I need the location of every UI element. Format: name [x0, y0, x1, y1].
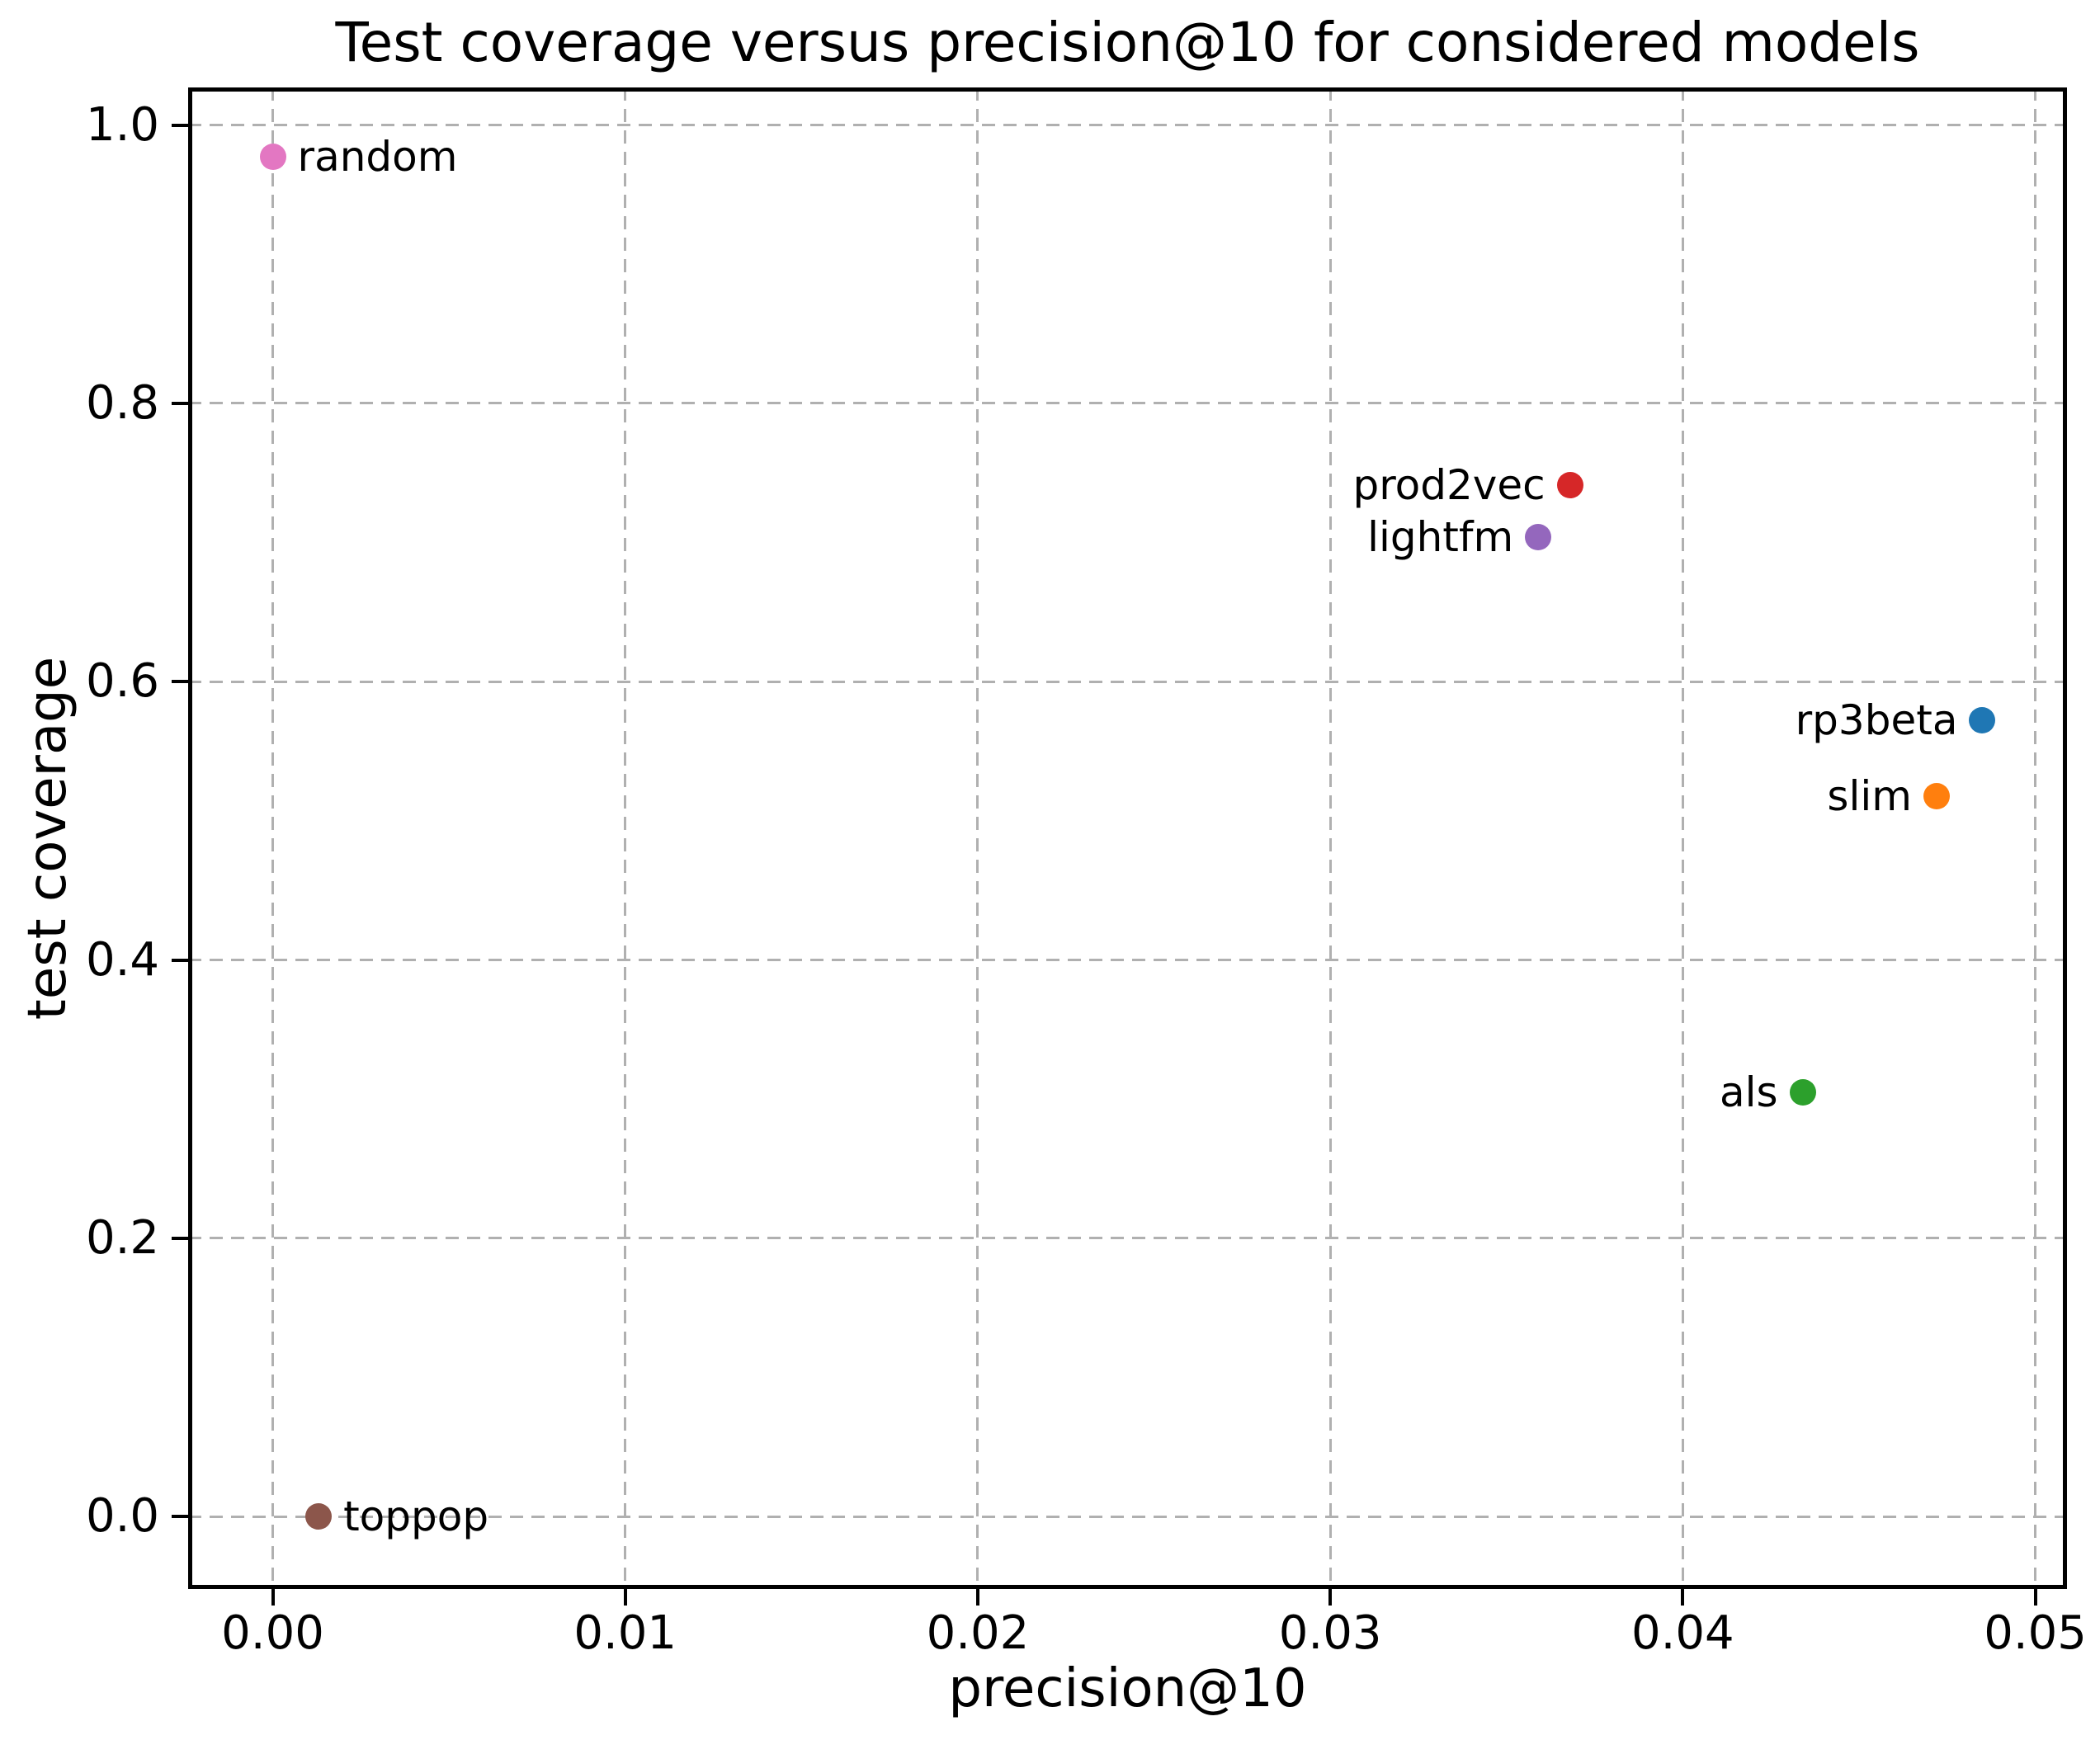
- x-gridline: [976, 87, 979, 1589]
- x-tick-mark: [623, 1589, 627, 1606]
- y-gridline: [188, 1237, 2067, 1240]
- point-label-als: als: [1720, 1068, 1778, 1116]
- x-tick-label: 0.04: [1631, 1606, 1734, 1660]
- x-gridline: [271, 87, 275, 1589]
- x-axis-label: precision@10: [948, 1658, 1307, 1719]
- y-gridline: [188, 402, 2067, 405]
- data-point-slim: [1923, 782, 1950, 809]
- data-point-prod2vec: [1556, 472, 1583, 499]
- plot-spines: [188, 87, 2067, 1589]
- y-tick-label: 1.0: [85, 97, 159, 152]
- x-tick-mark: [975, 1589, 979, 1606]
- y-tick-label: 0.2: [85, 1210, 159, 1265]
- y-tick-label: 0.6: [85, 654, 159, 709]
- x-tick-label: 0.00: [221, 1606, 324, 1660]
- y-tick-label: 0.4: [85, 932, 159, 987]
- x-gridline: [1328, 87, 1332, 1589]
- data-point-lightfm: [1525, 523, 1552, 550]
- y-gridline: [188, 680, 2067, 683]
- x-gridline: [2034, 87, 2037, 1589]
- x-tick-label: 0.05: [1984, 1606, 2087, 1660]
- point-label-prod2vec: prod2vec: [1352, 461, 1546, 510]
- data-point-als: [1789, 1078, 1816, 1106]
- data-point-random: [259, 144, 286, 171]
- y-gridline: [188, 959, 2067, 962]
- point-label-slim: slim: [1827, 771, 1912, 820]
- data-point-toppop: [305, 1503, 333, 1530]
- x-gridline: [624, 87, 627, 1589]
- y-tick-label: 0.0: [85, 1489, 159, 1544]
- y-tick-label: 0.8: [85, 375, 159, 430]
- y-tick-mark: [172, 958, 188, 962]
- point-label-rp3beta: rp3beta: [1795, 696, 1958, 745]
- y-tick-mark: [172, 401, 188, 405]
- y-gridline: [188, 1515, 2067, 1518]
- y-tick-mark: [172, 123, 188, 127]
- point-label-toppop: toppop: [343, 1492, 489, 1541]
- x-tick-label: 0.03: [1278, 1606, 1382, 1660]
- y-axis-label: test coverage: [17, 656, 78, 1021]
- y-gridline: [188, 124, 2067, 127]
- chart-title: Test coverage versus precision@10 for co…: [335, 11, 1920, 74]
- x-tick-label: 0.01: [573, 1606, 677, 1660]
- point-label-random: random: [297, 133, 458, 182]
- y-tick-mark: [172, 1515, 188, 1519]
- y-tick-mark: [172, 1236, 188, 1240]
- data-point-rp3beta: [1969, 707, 1996, 734]
- x-gridline: [1681, 87, 1684, 1589]
- x-tick-mark: [271, 1589, 275, 1606]
- plot-area: 0.00 0.01 0.02 0.03 0.04 0.05 0.0 0.2 0.4 0.6 0.8 1…: [86, 87, 2087, 1658]
- x-tick-mark: [2033, 1589, 2037, 1606]
- point-label-lightfm: lightfm: [1367, 512, 1514, 561]
- y-tick-mark: [172, 680, 188, 684]
- x-tick-mark: [1328, 1589, 1333, 1606]
- x-tick-label: 0.02: [926, 1606, 1030, 1660]
- x-tick-mark: [1681, 1589, 1685, 1606]
